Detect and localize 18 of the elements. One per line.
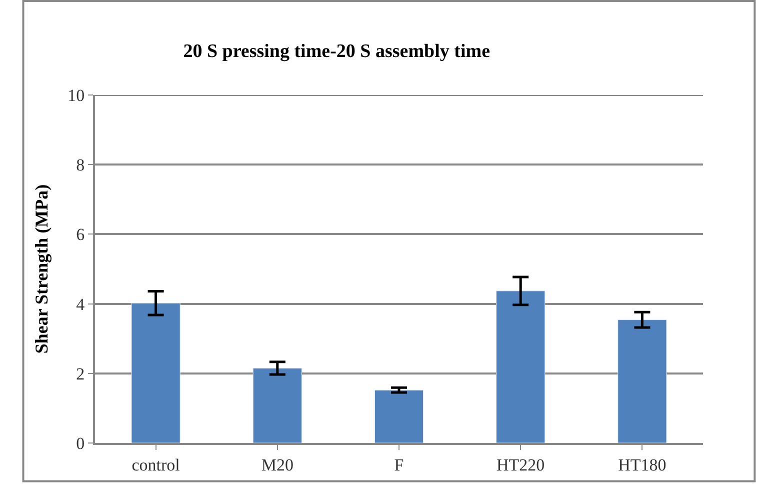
y-tick-label: 6 bbox=[76, 225, 85, 244]
bar bbox=[252, 368, 302, 443]
x-tick-label: M20 bbox=[261, 455, 294, 474]
y-tick-label: 8 bbox=[76, 156, 85, 175]
bar bbox=[131, 302, 180, 443]
x-tick-label: HT220 bbox=[496, 455, 545, 474]
y-tick-label: 4 bbox=[76, 294, 86, 314]
y-tick-label: 2 bbox=[76, 364, 85, 384]
chart-title: 20 S pressing time-20 S assembly time bbox=[183, 41, 490, 62]
bar bbox=[618, 320, 667, 443]
x-tick-label: HT180 bbox=[618, 455, 666, 474]
bar bbox=[374, 390, 424, 443]
bar bbox=[496, 290, 546, 443]
y-axis-title: Shear Strength (MPa) bbox=[31, 184, 52, 354]
x-tick-label: control bbox=[132, 455, 180, 474]
y-tick-label: 10 bbox=[68, 86, 85, 105]
y-tick-label: 0 bbox=[76, 434, 85, 453]
x-tick-label: F bbox=[394, 455, 404, 474]
